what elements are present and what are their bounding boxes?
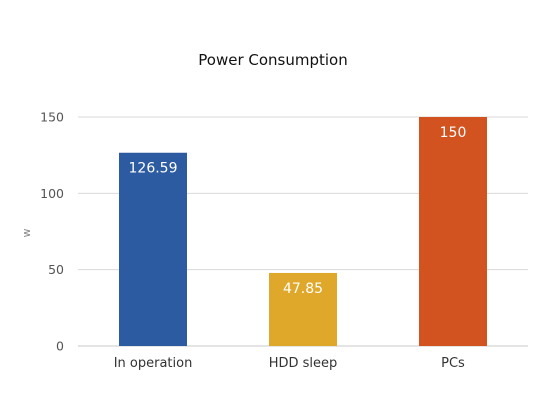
bar-data-label: 126.59 <box>129 161 178 177</box>
bar <box>419 117 487 346</box>
y-axis-ticks: 0 50 100 150 <box>40 110 64 354</box>
x-tick-label: In operation <box>114 356 193 371</box>
y-tick-label: 150 <box>40 110 64 125</box>
bars <box>119 117 487 346</box>
y-tick-label: 50 <box>48 262 64 277</box>
x-axis-ticks: In operation HDD sleep PCs <box>114 356 465 371</box>
bar <box>269 272 337 346</box>
y-tick-label: 0 <box>56 339 64 354</box>
bar <box>119 152 187 346</box>
bar-data-label: 150 <box>440 125 467 141</box>
x-tick-label: HDD sleep <box>269 356 338 371</box>
x-tick-label: PCs <box>441 356 465 371</box>
chart-title: Power Consumption <box>198 51 347 69</box>
y-tick-label: 100 <box>40 186 64 201</box>
y-axis-label: w <box>20 229 33 238</box>
bar-data-label: 47.85 <box>283 281 323 297</box>
data-labels: 126.59 47.85 150 <box>129 125 467 297</box>
